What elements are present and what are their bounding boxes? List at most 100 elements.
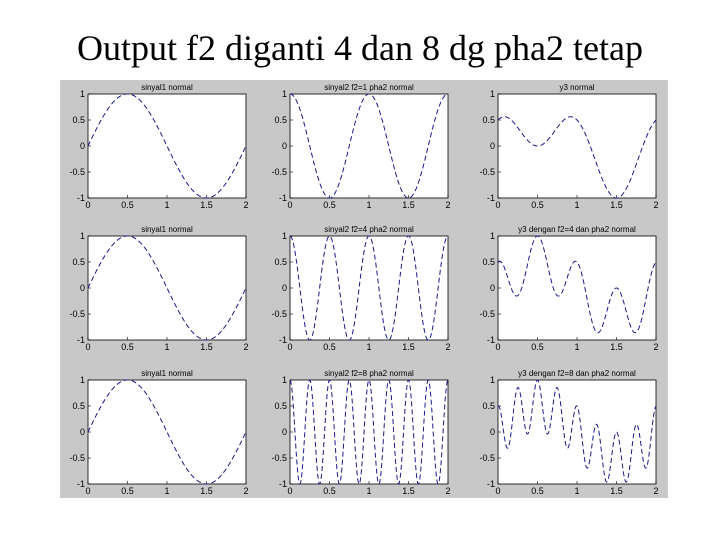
subplot-1: sinyal1 normal 0 0.5 1 1.5 2 1 0.5 0 -0.5 -1 xyxy=(69,83,248,210)
y-tick-label: 0 xyxy=(490,427,495,437)
y-tick-label: 0 xyxy=(80,283,85,293)
series-line xyxy=(497,116,657,199)
subplot-title: sinyal2 f2=4 pha2 normal xyxy=(324,225,414,234)
y-tick-label: -1 xyxy=(279,479,287,489)
subplot-title: sinyal1 normal xyxy=(141,369,193,378)
y-tick-label: -1 xyxy=(279,193,287,203)
y-tick-label: -1 xyxy=(77,335,85,345)
y-tick-label: -0.5 xyxy=(271,309,287,319)
y-tick-label: 1 xyxy=(490,89,495,99)
axes-box xyxy=(497,379,657,485)
x-tick-label: 0 xyxy=(287,200,292,210)
subplot-title: sinyal1 normal xyxy=(141,83,193,92)
y-tick-label: 0.5 xyxy=(482,115,495,125)
y-tick-label: 0 xyxy=(490,283,495,293)
x-tick-label: 0 xyxy=(85,200,90,210)
y-tick-label: -0.5 xyxy=(479,453,495,463)
subplot-title: sinyal2 f2=1 pha2 normal xyxy=(324,83,414,92)
y-tick-label: -1 xyxy=(487,335,495,345)
x-tick-label: 2 xyxy=(445,342,450,352)
x-tick-label: 1.5 xyxy=(200,200,213,210)
series-line xyxy=(87,235,247,341)
x-tick-label: 0.5 xyxy=(323,200,336,210)
y-tick-label: -1 xyxy=(487,193,495,203)
axes-box xyxy=(87,235,247,341)
y-tick-label: 1 xyxy=(80,375,85,385)
series-line xyxy=(497,379,657,483)
x-tick-label: 0 xyxy=(495,486,500,496)
y-tick-label: -1 xyxy=(77,193,85,203)
subplot-2: sinyal2 f2=1 pha2 normal 0 0.5 1 1.5 2 1 0.5 0 -0… xyxy=(271,83,450,210)
series-line xyxy=(87,379,247,485)
y-tick-label: -0.5 xyxy=(479,167,495,177)
subplot-5: sinyal2 f2=4 pha2 normal 0 0.5 1 1.5 2 1 0.5 0 -0… xyxy=(271,225,450,352)
y-tick-label: -0.5 xyxy=(479,309,495,319)
x-tick-label: 1 xyxy=(366,342,371,352)
x-tick-label: 0.5 xyxy=(531,342,544,352)
y-tick-label: -0.5 xyxy=(69,309,85,319)
x-tick-label: 1 xyxy=(164,342,169,352)
x-tick-label: 1.5 xyxy=(402,342,415,352)
x-tick-label: 0 xyxy=(495,200,500,210)
x-tick-label: 0 xyxy=(287,486,292,496)
y-tick-label: 0 xyxy=(282,141,287,151)
subplot-3: y3 normal 0 0.5 1 1.5 2 1 0.5 0 -0.5 -1 xyxy=(479,83,658,210)
y-tick-label: -0.5 xyxy=(271,167,287,177)
x-tick-label: 1 xyxy=(366,486,371,496)
y-tick-label: 1 xyxy=(490,231,495,241)
y-tick-label: 0.5 xyxy=(274,401,287,411)
y-tick-label: 0.5 xyxy=(72,257,85,267)
x-tick-label: 1.5 xyxy=(200,486,213,496)
y-tick-label: 1 xyxy=(282,231,287,241)
series-line xyxy=(289,235,449,341)
slide-title: Output f2 diganti 4 dan 8 dg pha2 tetap xyxy=(77,28,643,68)
x-tick-label: 0.5 xyxy=(121,342,134,352)
y-tick-label: 1 xyxy=(490,375,495,385)
axes-box xyxy=(289,379,449,485)
x-tick-label: 1 xyxy=(574,486,579,496)
x-tick-label: 1.5 xyxy=(402,486,415,496)
x-tick-label: 0.5 xyxy=(121,200,134,210)
x-tick-label: 2 xyxy=(445,200,450,210)
subplot-title: y3 normal xyxy=(559,83,594,92)
x-tick-label: 0.5 xyxy=(531,200,544,210)
x-tick-label: 2 xyxy=(445,486,450,496)
x-tick-label: 0.5 xyxy=(121,486,134,496)
series-line xyxy=(497,235,657,334)
axes-box xyxy=(497,235,657,341)
y-tick-label: -1 xyxy=(279,335,287,345)
subplot-title: sinyal1 normal xyxy=(141,225,193,234)
x-tick-label: 0 xyxy=(85,342,90,352)
y-tick-label: -0.5 xyxy=(271,453,287,463)
series-line xyxy=(289,93,449,199)
subplot-9: y3 dengan f2=8 dan pha2 normal 0 0.5 1 1.5 2 1… xyxy=(479,369,658,496)
subplot-6: y3 dengan f2=4 dan pha2 normal 0 0.5 1 1.5 2 1… xyxy=(479,225,658,352)
x-tick-label: 1 xyxy=(574,200,579,210)
subplot-4: sinyal1 normal 0 0.5 1 1.5 2 1 0.5 0 -0.5 -1 xyxy=(69,225,248,352)
x-tick-label: 0 xyxy=(85,486,90,496)
y-tick-label: 0 xyxy=(80,141,85,151)
y-tick-label: 1 xyxy=(80,89,85,99)
x-tick-label: 2 xyxy=(243,200,248,210)
y-tick-label: 0.5 xyxy=(482,257,495,267)
x-tick-label: 1 xyxy=(574,342,579,352)
subplot-title: y3 dengan f2=4 dan pha2 normal xyxy=(518,225,636,234)
x-tick-label: 0.5 xyxy=(323,342,336,352)
x-tick-label: 2 xyxy=(653,342,658,352)
subplot-title: y3 dengan f2=8 dan pha2 normal xyxy=(518,369,636,378)
y-tick-label: 0.5 xyxy=(274,257,287,267)
y-tick-label: 1 xyxy=(80,231,85,241)
subplot-8: sinyal2 f2=8 pha2 normal 0 0.5 1 1.5 2 1 0.5 0 -0… xyxy=(271,369,450,496)
y-tick-label: -0.5 xyxy=(69,453,85,463)
y-tick-label: 0.5 xyxy=(72,115,85,125)
y-tick-label: 0.5 xyxy=(274,115,287,125)
x-tick-label: 2 xyxy=(243,342,248,352)
y-tick-label: 0 xyxy=(282,427,287,437)
y-tick-label: -0.5 xyxy=(69,167,85,177)
x-tick-label: 0.5 xyxy=(323,486,336,496)
axes-box xyxy=(87,379,247,485)
axes-box xyxy=(289,93,449,199)
x-tick-label: 1.5 xyxy=(610,200,623,210)
y-tick-label: 0 xyxy=(490,141,495,151)
x-tick-label: 0 xyxy=(287,342,292,352)
